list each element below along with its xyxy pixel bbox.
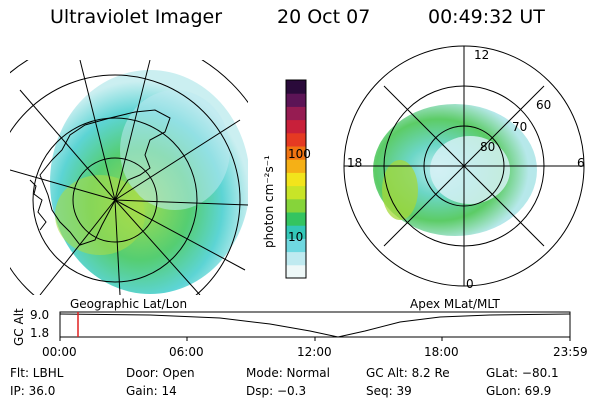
- lat-label-80: 80: [480, 140, 496, 154]
- colorbar-segment: [286, 159, 306, 173]
- colorbar-unit-label: photon cm⁻²s⁻¹: [262, 155, 276, 248]
- timeline-x-tick-4: 23:59: [553, 345, 588, 359]
- colorbar-tick-100: 100: [288, 147, 311, 161]
- timeline-y-tick-max: 9.0: [30, 308, 50, 322]
- colorbar-segment: [286, 212, 306, 226]
- lat-label-70: 70: [512, 120, 528, 134]
- dsp-info: Dsp: −0.3: [246, 384, 307, 398]
- colorbar-segment: [286, 264, 306, 279]
- filter-info: Flt: LBHL: [10, 366, 64, 380]
- app-title: Ultraviolet Imager: [50, 6, 223, 28]
- glon-info: GLon: 69.9: [486, 384, 552, 398]
- seq-info: Seq: 39: [366, 384, 412, 398]
- date-label: 20 Oct 07: [277, 6, 371, 28]
- lat-label-60: 60: [536, 98, 552, 112]
- mlt-label-6: 6: [577, 156, 585, 170]
- colorbar-segment: [286, 106, 306, 121]
- timeline-x-tick-1: 06:00: [169, 345, 204, 359]
- gc-alt-curve: [59, 313, 571, 338]
- left-panel-caption: Geographic Lat/Lon: [70, 297, 188, 311]
- right-panel-caption: Apex MLat/MLT: [410, 297, 500, 311]
- mlt-label-0: 0: [466, 277, 474, 291]
- door-info: Door: Open: [126, 366, 195, 380]
- gc-alt-info: GC Alt: 8.2 Re: [366, 366, 450, 380]
- timeline-x-tick-3: 18:00: [424, 345, 459, 359]
- colorbar-segment: [286, 80, 306, 94]
- gain-info: Gain: 14: [126, 384, 177, 398]
- glat-info: GLat: −80.1: [486, 366, 559, 380]
- geographic-map-panel: [10, 60, 248, 295]
- timeline-x-tick-0: 00:00: [42, 345, 77, 359]
- timeline-plot: [59, 311, 571, 341]
- polar-plot-panel: [343, 45, 585, 287]
- colorbar-segment: [286, 238, 306, 253]
- colorbar-frame: [285, 79, 307, 279]
- colorbar-segment: [286, 251, 306, 266]
- timeline-x-tick-2: 12:00: [297, 345, 332, 359]
- colorbar-segment: [286, 172, 306, 187]
- colorbar-segment: [286, 198, 306, 213]
- ip-info: IP: 36.0: [10, 384, 56, 398]
- time-label: 00:49:32 UT: [428, 6, 545, 28]
- colorbar-segment: [286, 119, 306, 134]
- colorbar: [285, 79, 307, 279]
- colorbar-segment: [286, 185, 306, 200]
- timeline-y-tick-min: 1.8: [30, 326, 50, 340]
- mlt-label-18: 18: [347, 156, 363, 170]
- colorbar-segment: [286, 225, 306, 239]
- colorbar-segment: [286, 93, 306, 107]
- colorbar-segment: [286, 132, 306, 147]
- colorbar-tick-10: 10: [288, 230, 304, 244]
- mlt-label-12: 12: [474, 48, 490, 62]
- coastline: [39, 109, 171, 246]
- colorbar-segment: [286, 146, 306, 160]
- timeline-y-label: GC Alt: [12, 308, 26, 346]
- mode-info: Mode: Normal: [246, 366, 330, 380]
